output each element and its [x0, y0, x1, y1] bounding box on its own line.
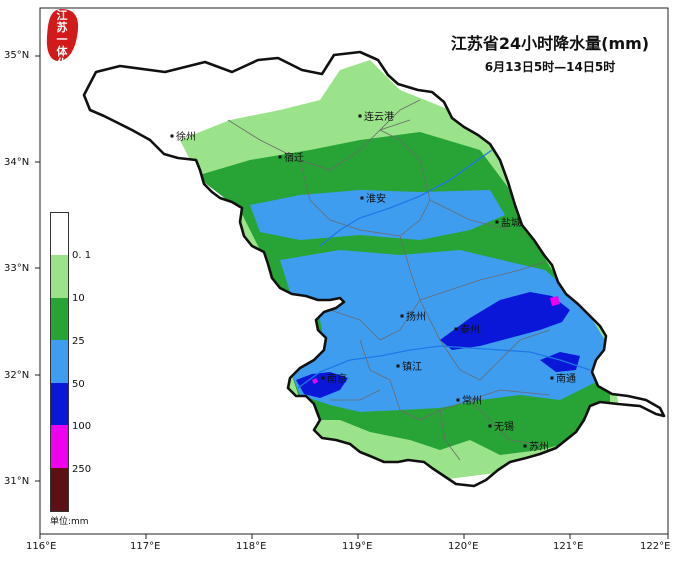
city-dot-changzhou — [457, 399, 460, 402]
city-label-suqian: 宿迁 — [284, 151, 304, 164]
city-label-zhenjiang: 镇江 — [402, 360, 422, 373]
city-dot-nantong — [551, 377, 554, 380]
city-label-nantong: 南通 — [556, 372, 576, 385]
legend-swatch-250 — [51, 468, 68, 511]
city-label-lianyungang: 连云港 — [364, 110, 394, 123]
lon-label-116: 116°E — [26, 541, 56, 552]
city-label-taizhou: 泰州 — [460, 323, 480, 336]
lat-label-34: 34°N — [4, 157, 29, 168]
lon-label-118: 118°E — [236, 541, 266, 552]
logo-text: 江 苏 一 体 化 — [44, 10, 80, 70]
color-legend — [50, 212, 69, 512]
city-label-wuxi: 无锡 — [494, 420, 514, 433]
lon-label-121: 121°E — [553, 541, 583, 552]
legend-label-10: 10 — [72, 293, 85, 304]
city-dot-huaian — [361, 197, 364, 200]
legend-label-250: 250 — [72, 464, 91, 475]
legend-label-0-1: 0. 1 — [72, 250, 91, 261]
lon-label-120: 120°E — [448, 541, 478, 552]
map-subtitle: 6月13日5时—14日5时 — [430, 58, 670, 75]
city-dot-taizhou — [455, 328, 458, 331]
city-dot-zhenjiang — [397, 365, 400, 368]
city-label-nanjing: 南京 — [327, 372, 347, 385]
lat-label-33: 33°N — [4, 263, 29, 274]
legend-swatch-50 — [51, 383, 68, 425]
city-label-changzhou: 常州 — [462, 394, 482, 407]
legend-label-100: 100 — [72, 421, 91, 432]
city-label-yancheng: 盐城 — [501, 216, 521, 229]
legend-swatch-0-1 — [51, 255, 68, 298]
legend-label-25: 25 — [72, 336, 85, 347]
lat-label-32: 32°N — [4, 370, 29, 381]
lon-label-119: 119°E — [342, 541, 372, 552]
legend-swatch-25 — [51, 340, 68, 383]
lon-label-122: 122°E — [640, 541, 670, 552]
city-label-xuzhou: 徐州 — [176, 130, 196, 143]
city-dot-yancheng — [496, 221, 499, 224]
map-title: 江苏省24小时降水量(mm) — [430, 30, 670, 54]
city-label-yangzhou: 扬州 — [406, 310, 426, 323]
city-dot-yangzhou — [401, 315, 404, 318]
legend-unit: 单位:mm — [50, 514, 89, 527]
city-dot-suzhou — [524, 445, 527, 448]
lat-label-35: 35°N — [4, 50, 29, 61]
city-label-suzhou: 苏州 — [529, 440, 549, 453]
city-dot-xuzhou — [171, 135, 174, 138]
city-lianyungang: 连云港 — [359, 110, 395, 123]
legend-swatch-0 — [51, 213, 68, 255]
city-dot-wuxi — [489, 425, 492, 428]
legend-swatch-10 — [51, 298, 68, 340]
city-label-huaian: 淮安 — [366, 192, 386, 205]
city-dot-nanjing — [322, 377, 325, 380]
legend-label-50: 50 — [72, 379, 85, 390]
legend-swatch-100 — [51, 425, 68, 468]
lat-label-31: 31°N — [4, 476, 29, 487]
city-dot-suqian — [279, 156, 282, 159]
lon-label-117: 117°E — [130, 541, 160, 552]
city-dot-lianyungang — [359, 115, 362, 118]
